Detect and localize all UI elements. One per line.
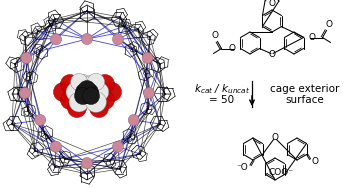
Text: $k_\mathregular{cat}$ / $k_\mathregular{uncat}$: $k_\mathregular{cat}$ / $k_\mathregular{… [194,82,250,96]
Text: COO⁻: COO⁻ [269,168,293,177]
Text: O: O [271,133,279,142]
Circle shape [82,33,92,44]
Circle shape [78,81,96,98]
Circle shape [74,88,91,105]
Text: = 50: = 50 [209,95,234,105]
Circle shape [113,34,124,45]
Circle shape [71,74,88,91]
Text: O: O [269,0,275,8]
Text: O: O [308,33,315,42]
Circle shape [69,92,89,112]
Circle shape [82,84,98,101]
Circle shape [35,115,46,125]
Text: O: O [325,20,332,29]
Circle shape [54,83,72,101]
Text: O: O [312,157,318,166]
Circle shape [19,88,30,98]
Text: ⁻O: ⁻O [236,163,248,171]
Circle shape [142,53,153,64]
Circle shape [73,75,94,95]
Circle shape [60,74,79,94]
Circle shape [78,78,96,96]
Circle shape [73,89,92,109]
Circle shape [82,75,102,95]
Circle shape [50,141,61,152]
Circle shape [85,92,106,112]
Text: O: O [229,44,236,53]
Circle shape [128,115,139,125]
Circle shape [50,34,61,45]
Text: surface: surface [286,95,324,105]
Circle shape [78,87,96,105]
Circle shape [87,73,105,91]
Circle shape [68,82,89,102]
Circle shape [82,89,102,109]
Text: cage exterior: cage exterior [270,84,340,94]
Circle shape [21,53,32,64]
Circle shape [113,141,124,152]
Circle shape [76,84,92,101]
Circle shape [96,91,114,109]
Circle shape [78,87,96,104]
Circle shape [83,88,100,105]
Circle shape [67,98,86,118]
Circle shape [90,98,108,118]
Circle shape [102,83,121,101]
Circle shape [87,83,105,101]
Circle shape [60,91,79,109]
Text: O: O [269,50,275,59]
Circle shape [89,82,109,102]
Circle shape [144,88,155,98]
Text: O: O [212,31,219,40]
Circle shape [96,74,114,94]
Circle shape [82,157,92,169]
Circle shape [66,82,86,102]
